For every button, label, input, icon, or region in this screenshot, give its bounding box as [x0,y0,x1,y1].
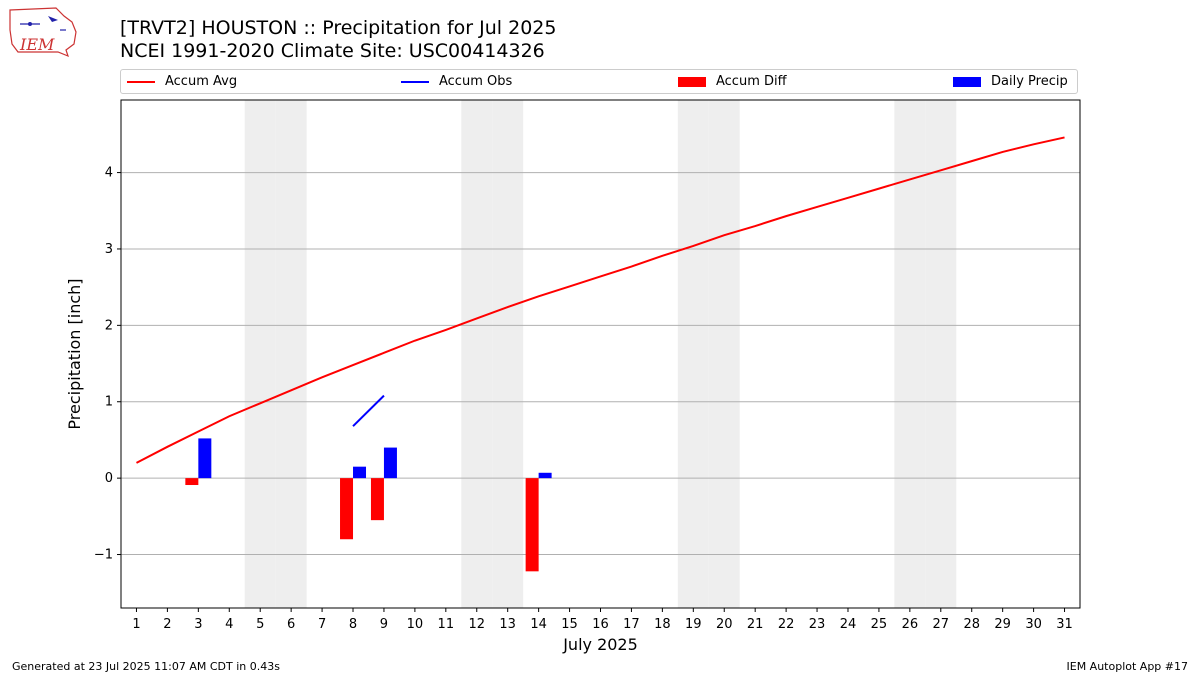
daily-precip-bar [353,466,367,479]
iem-logo: IEM [9,7,77,58]
x-tick-label: 10 [407,617,424,632]
legend-item-daily-precip: Daily Precip [953,74,1068,89]
legend-label-accum-obs: Accum Obs [439,74,513,89]
daily-precip-bar [383,447,397,479]
accum-diff-bar [340,478,354,540]
weekend-shade [461,100,493,608]
accum-obs-line [352,394,385,427]
plot-frame [120,99,1081,609]
legend-item-accum-avg: Accum Avg [127,74,237,89]
x-tick-label: 6 [287,617,295,632]
x-tick-label: 8 [349,617,357,632]
legend: Accum Avg Accum Obs Accum Diff Daily Pre… [120,69,1078,94]
weekend-shade [275,100,307,608]
weekend-shade [925,100,957,608]
x-tick-label: 12 [468,617,485,632]
daily-precip-bar [198,438,212,479]
x-tick-label: 19 [685,617,702,632]
y-tick-label: 3 [105,242,113,257]
x-tick-label: 27 [933,617,950,632]
x-tick-label: 4 [225,617,233,632]
legend-item-accum-diff: Accum Diff [678,74,787,89]
weekend-shade [708,100,740,608]
y-axis-label: Precipitation [inch] [65,278,84,429]
x-tick-label: 30 [1025,617,1042,632]
accum-avg-line [136,136,1065,464]
accum-diff-bar [185,478,199,486]
x-axis-label: July 2025 [562,635,638,654]
app-label: IEM Autoplot App #17 [1066,660,1189,673]
daily-precip-bar [538,472,552,479]
accum-diff-bar [525,478,539,572]
legend-swatch-accum-avg [127,80,155,83]
y-tick-label: −1 [94,548,113,563]
x-tick-label: 14 [530,617,547,632]
logo-text: IEM [19,35,55,54]
x-tick-label: 29 [994,617,1011,632]
x-tick-label: 1 [132,617,140,632]
legend-item-accum-obs: Accum Obs [401,74,512,89]
x-tick-label: 9 [380,617,388,632]
x-tick-label: 22 [778,617,795,632]
chart-title: [TRVT2] HOUSTON :: Precipitation for Jul… [120,17,557,39]
x-tick-label: 18 [654,617,671,632]
accum-diff-bar [370,478,384,521]
x-tick-label: 13 [499,617,516,632]
chart-subtitle: NCEI 1991-2020 Climate Site: USC00414326 [120,40,545,62]
y-tick-label: 0 [105,471,113,486]
legend-label-accum-avg: Accum Avg [165,74,238,89]
y-tick-label: 2 [105,318,113,333]
x-tick-label: 23 [809,617,826,632]
x-tick-label: 31 [1056,617,1073,632]
x-tick-label: 17 [623,617,640,632]
legend-label-accum-diff: Accum Diff [716,74,787,89]
weekend-shade [894,100,926,608]
x-tick-label: 11 [438,617,455,632]
x-tick-label: 26 [902,617,919,632]
x-tick-label: 2 [163,617,171,632]
x-tick-label: 15 [561,617,578,632]
x-tick-label: 20 [716,617,733,632]
generated-timestamp: Generated at 23 Jul 2025 11:07 AM CDT in… [12,660,280,673]
weekend-shade [677,100,709,608]
x-tick-label: 5 [256,617,264,632]
legend-swatch-daily-precip [953,76,981,87]
weekend-shade [244,100,276,608]
y-tick-label: 1 [105,395,113,410]
weekend-shade [492,100,524,608]
x-tick-label: 24 [840,617,857,632]
x-tick-label: 21 [747,617,764,632]
x-tick-label: 28 [963,617,980,632]
y-tick-label: 4 [105,166,113,181]
x-tick-label: 16 [592,617,609,632]
legend-swatch-accum-diff [678,76,706,87]
legend-label-daily-precip: Daily Precip [991,74,1068,89]
x-tick-label: 7 [318,617,326,632]
legend-swatch-accum-obs [401,80,429,83]
x-tick-label: 25 [871,617,888,632]
x-tick-label: 3 [194,617,202,632]
